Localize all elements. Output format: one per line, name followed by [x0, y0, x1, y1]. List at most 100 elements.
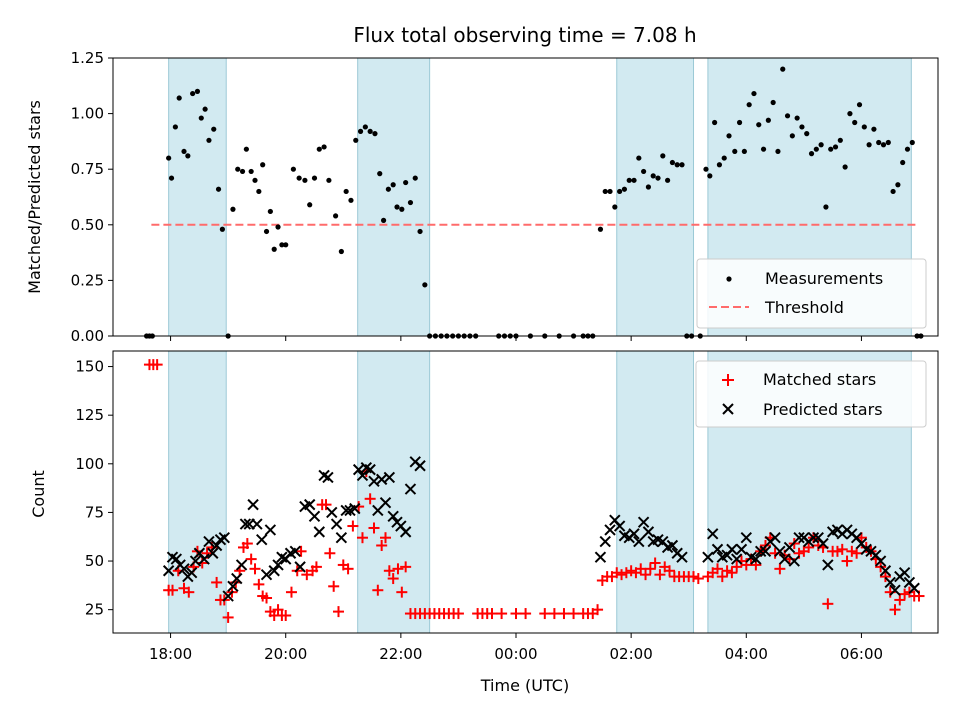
- measurement-point: [215, 186, 222, 192]
- measurement-point: [422, 282, 428, 288]
- predicted-star-marker: [260, 568, 273, 581]
- matched-star-marker: [731, 561, 743, 573]
- matched-star-marker: [295, 545, 307, 557]
- top-legend-box: [696, 258, 927, 329]
- matched-star-marker: [356, 532, 368, 544]
- measurement-point: [732, 148, 738, 155]
- predicted-star-marker: [207, 547, 219, 559]
- matched-star-marker: [245, 553, 257, 565]
- measurement-point: [275, 224, 281, 230]
- matched-star-marker: [285, 586, 297, 598]
- measurement-point: [721, 155, 727, 161]
- predicted-star-marker: [898, 567, 911, 579]
- top-y-tick-label: 1.25: [71, 49, 104, 67]
- matched-star-marker: [568, 608, 580, 620]
- bottom-y-tick-label: 25: [85, 601, 104, 619]
- matched-star-marker: [899, 588, 911, 600]
- measurement-point: [847, 111, 853, 117]
- top-measurement-points: [143, 66, 924, 339]
- predicted-star-marker: [294, 561, 306, 573]
- measurement-point: [837, 137, 843, 143]
- measurement-point: [665, 177, 671, 183]
- matched-star-marker: [836, 543, 848, 555]
- top-axis-ticks: 0.00 0.25 0.50 0.75 1.00 1.25: [71, 49, 862, 345]
- measurement-point: [770, 99, 776, 106]
- predicted-star-marker: [774, 545, 786, 558]
- measurement-point: [377, 171, 383, 177]
- measurement-point: [403, 179, 409, 186]
- measurement-point: [343, 188, 349, 195]
- measurement-point: [166, 155, 172, 161]
- matched-star-marker: [392, 563, 404, 575]
- measurement-point: [235, 166, 241, 172]
- measurement-point: [636, 155, 642, 161]
- measurement-point: [311, 175, 318, 181]
- measurement-point: [707, 173, 713, 179]
- matched-star-marker: [649, 557, 661, 569]
- matched-star-marker: [841, 555, 853, 567]
- measurement-point: [417, 228, 423, 235]
- matched-star-marker: [452, 608, 464, 620]
- measurement-point: [617, 188, 623, 195]
- measurement-point: [890, 188, 896, 195]
- observing-window: [616, 350, 695, 634]
- measurement-point: [185, 153, 191, 159]
- predicted-star-marker: [268, 565, 280, 577]
- measurement-point: [756, 122, 762, 128]
- measurement-point: [168, 175, 175, 181]
- predicted-star-marker: [383, 471, 396, 484]
- top-y-axis-label: Matched/Predicted stars: [25, 100, 44, 294]
- x-tick-label: 20:00: [264, 645, 307, 663]
- matched-star-marker: [261, 592, 273, 604]
- legend-measurements-label: Measurements: [765, 269, 883, 288]
- x-tick-label: 04:00: [725, 645, 768, 663]
- matched-star-marker: [879, 571, 891, 583]
- top-y-tick-label: 0.50: [71, 216, 104, 234]
- measurement-point: [198, 115, 204, 121]
- predicted-star-marker: [637, 516, 650, 528]
- predicted-star-marker: [613, 520, 626, 532]
- predicted-star-marker: [769, 531, 781, 544]
- predicted-star-marker: [185, 567, 198, 579]
- measurement-point: [338, 248, 344, 255]
- measurement-point: [407, 199, 414, 206]
- measurement-point: [302, 177, 308, 183]
- legend-matched-marker: [722, 374, 734, 386]
- predicted-star-marker: [313, 526, 326, 538]
- predicted-star-marker: [908, 582, 920, 594]
- predicted-star-marker: [778, 553, 791, 565]
- predicted-star-marker: [335, 531, 348, 544]
- predicted-star-marker: [289, 545, 302, 558]
- predicted-star-marker: [676, 551, 688, 563]
- legend-matched-label: Matched stars: [763, 370, 876, 389]
- predicted-star-marker: [330, 518, 343, 530]
- measurement-point: [202, 106, 208, 112]
- measurement-point: [794, 115, 800, 121]
- predicted-star-marker: [807, 531, 820, 544]
- matched-star-marker: [253, 578, 265, 590]
- matched-star-marker: [486, 608, 498, 620]
- observing-window: [168, 57, 227, 337]
- measurement-point: [372, 131, 378, 137]
- measurement-point: [716, 162, 723, 168]
- measurement-point: [290, 166, 296, 172]
- matched-star-marker: [620, 567, 632, 579]
- matched-star-marker: [364, 493, 376, 505]
- measurement-point: [789, 133, 795, 139]
- measurement-point: [263, 228, 270, 235]
- predicted-star-marker: [414, 460, 426, 472]
- top-legend: Measurements Threshold: [696, 258, 927, 329]
- measurement-point: [650, 173, 656, 179]
- measurement-point: [655, 175, 661, 181]
- measurement-point: [256, 188, 262, 195]
- predicted-star-marker: [239, 518, 252, 530]
- measurement-point: [775, 148, 781, 155]
- predicted-star-marker: [735, 543, 748, 556]
- measurement-point: [741, 148, 747, 155]
- measurement-point: [703, 166, 709, 172]
- legend-measurements-marker: [726, 276, 732, 282]
- measurement-point: [823, 204, 829, 210]
- predicted-star-marker: [706, 528, 719, 540]
- matched-star-marker: [222, 611, 234, 623]
- top-y-tick-label: 1.00: [71, 105, 104, 123]
